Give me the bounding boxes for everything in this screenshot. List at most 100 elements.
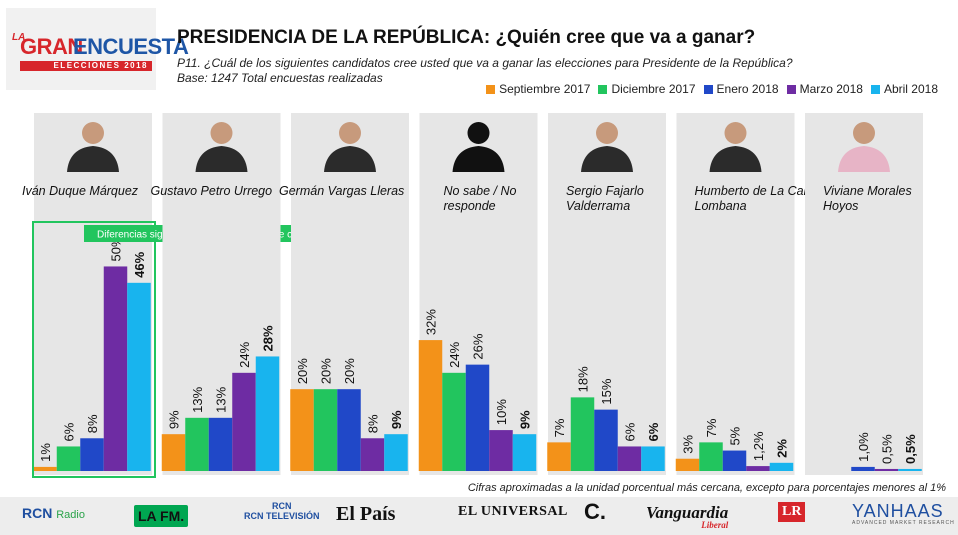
data-label-vargas-s3: 8% [366, 414, 381, 433]
data-label-morales-s4: 0,5% [903, 434, 918, 464]
portrait-nsnr-icon [452, 122, 505, 172]
data-label-vargas-s2: 20% [342, 358, 357, 384]
bar-delacalle-s1 [699, 442, 723, 471]
candidate-name-delacalle: Humberto de La Calle [695, 184, 817, 198]
footnote: Cifras aproximadas a la unidad porcentua… [467, 482, 946, 494]
data-label-petro-s0: 9% [167, 410, 182, 429]
el-pais-logo: El País [336, 503, 396, 525]
portrait-head [82, 122, 104, 144]
bar-delacalle-s3 [746, 466, 770, 471]
bar-delacalle-s4 [769, 462, 794, 471]
bar-fajardo-s0 [547, 442, 571, 471]
bar-nsnr-s1 [442, 372, 466, 471]
bar-petro-s1 [185, 417, 209, 471]
bar-nsnr-s2 [465, 364, 490, 471]
candidate-name-morales: Viviane Morales [823, 184, 912, 198]
portrait-head [596, 122, 618, 144]
candidate-name-nsnr: responde [444, 199, 496, 213]
legend-label: Diciembre 2017 [611, 82, 696, 96]
portrait-head [853, 122, 875, 144]
candidate-name-delacalle: Lombana [695, 199, 747, 213]
data-label-fajardo-s0: 7% [552, 418, 567, 437]
bar-duque-s3 [103, 266, 128, 471]
data-label-duque-s2: 8% [85, 414, 100, 433]
bar-duque-s2 [80, 438, 104, 471]
portrait-fajardo-icon [581, 122, 633, 172]
bar-delacalle-s0 [675, 458, 700, 471]
legend-swatch [703, 84, 713, 94]
portrait-vargas-icon [324, 122, 376, 172]
candidate-name-vargas: Germán Vargas Lleras [279, 184, 404, 198]
logo-elecciones-bar: ELECCIONES 2018 [20, 61, 152, 71]
portrait-head [339, 122, 361, 144]
el-universal-logo: EL UNIVERSAL [458, 504, 568, 519]
bar-nsnr-s0 [418, 340, 443, 471]
legend-label: Marzo 2018 [799, 82, 863, 96]
yanhaas-text: YANHAAS [852, 501, 944, 521]
data-label-vargas-s0: 20% [295, 358, 310, 384]
legend-item-abr-2018: Abril 2018 [870, 82, 938, 96]
candidate-name-nsnr: No sabe / No [444, 184, 517, 198]
legend-item-sep-2017: Septiembre 2017 [486, 82, 590, 96]
data-label-duque-s4: 46% [132, 251, 147, 277]
bar-fajardo-s2 [594, 409, 618, 471]
bar-fajardo-s3 [617, 446, 642, 471]
data-label-nsnr-s2: 26% [471, 333, 486, 359]
bar-duque-s1 [56, 446, 81, 471]
bar-delacalle-s2 [722, 450, 747, 471]
page-title: PRESIDENCIA DE LA REPÚBLICA: ¿Quién cree… [177, 27, 756, 48]
chart-legend: Septiembre 2017 Diciembre 2017 Enero 201… [486, 82, 938, 96]
bar-vargas-s1 [313, 389, 338, 471]
logo-encuesta-text: ENCUESTA [73, 34, 189, 59]
data-label-morales-s3: 0,5% [880, 434, 895, 464]
vanguardia-text: Vanguardia [646, 503, 729, 522]
data-label-nsnr-s0: 32% [424, 309, 439, 335]
portrait-body [581, 146, 633, 172]
data-label-petro-s1: 13% [190, 386, 205, 412]
data-label-petro-s3: 24% [237, 341, 252, 367]
portrait-head [724, 122, 747, 144]
legend-label: Abril 2018 [883, 82, 938, 96]
bar-morales-s2 [851, 466, 875, 471]
legend-item-ene-2018: Enero 2018 [703, 82, 779, 96]
legend-swatch [786, 84, 796, 94]
data-label-petro-s4: 28% [261, 325, 276, 351]
data-label-vargas-s4: 9% [389, 410, 404, 429]
portrait-body [452, 146, 505, 172]
highlight-box [32, 221, 156, 478]
legend-swatch [870, 84, 880, 94]
bar-petro-s4 [255, 356, 280, 471]
data-label-nsnr-s1: 24% [447, 341, 462, 367]
portrait-delacalle-icon [709, 122, 762, 172]
portrait-body [838, 146, 890, 172]
portrait-head [467, 122, 490, 144]
data-label-delacalle-s0: 3% [681, 434, 696, 453]
portrait-body [195, 146, 248, 172]
candidate-name-fajardo: Sergio Fajarlo [566, 184, 644, 198]
el-colombiano-logo: C. [584, 499, 606, 524]
bar-petro-s2 [208, 417, 233, 471]
candidate-name-duque: Iván Duque Márquez [22, 184, 139, 198]
legend-swatch [486, 84, 496, 94]
legend-item-dic-2017: Diciembre 2017 [598, 82, 696, 96]
panel-morales [805, 113, 923, 475]
lr-logo: LR [778, 502, 806, 522]
data-label-fajardo-s3: 6% [623, 422, 638, 441]
data-label-nsnr-s3: 10% [494, 399, 509, 425]
logo-la-text: LA [12, 32, 26, 43]
gran-encuesta-logo: LA GRAN ENCUESTA ELECCIONES 2018 [6, 8, 189, 90]
yanhaas-sub: ADVANCED MARKET RESEARCH [852, 520, 955, 526]
sponsors-bar: RCN Radio LA FM. RCN RCN TELEVISIÓN El Pa… [0, 497, 958, 535]
data-label-petro-s2: 13% [214, 386, 229, 412]
data-label-vargas-s1: 20% [319, 358, 334, 384]
portrait-body [324, 146, 376, 172]
portrait-head [210, 122, 233, 144]
base-text: Base: 1247 Total encuestas realizadas [177, 71, 383, 85]
data-label-delacalle-s3: 1,2% [751, 431, 766, 461]
bar-vargas-s2 [337, 389, 361, 471]
bar-fajardo-s4 [641, 446, 665, 471]
bar-petro-s3 [232, 372, 256, 471]
rcn-radio-text: Radio [56, 509, 85, 521]
bar-vargas-s4 [384, 434, 408, 471]
